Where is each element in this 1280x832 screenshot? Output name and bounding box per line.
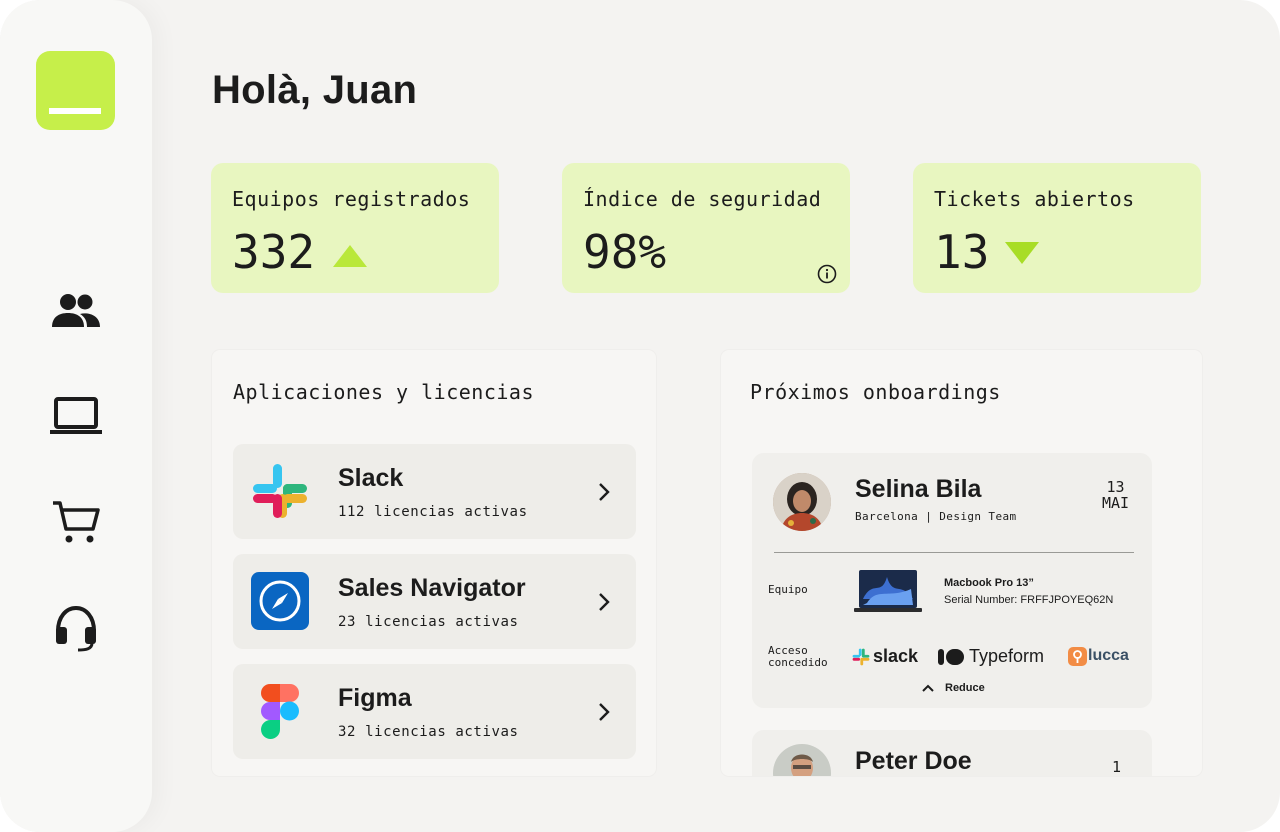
onboarding-card-selina[interactable]: Selina Bila Barcelona | Design Team 13 M… [752,453,1152,708]
onboarding-date: 1 [1112,758,1122,776]
trend-up-icon [333,245,367,267]
onboarding-date: 13 MAI [1102,478,1130,512]
apps-panel: Aplicaciones y licencias Slack 112 licen… [212,350,656,776]
device-serial: Serial Number: FRFFJPOYEQ62N [944,594,1114,606]
app-card-sales-navigator[interactable]: Sales Navigator 23 licencias activas [233,554,636,649]
stat-value: 13 [934,225,990,279]
device-name: Macbook Pro 13” [944,577,1034,589]
panel-title: Próximos onboardings [750,380,1001,404]
figma-icon [261,684,299,739]
onboarding-location: Barcelona | Design Team [855,510,1017,523]
avatar [773,473,831,531]
app-name: Figma [338,684,412,712]
info-icon[interactable] [817,264,837,284]
onboarding-name: Selina Bila [855,475,982,503]
compass-icon [251,572,309,630]
users-icon[interactable] [46,285,106,337]
panel-title: Aplicaciones y licencias [233,380,534,404]
avatar [773,744,831,776]
laptop-image [853,569,923,613]
stat-card-seguridad[interactable]: Índice de seguridad 98% [562,163,850,293]
equipment-label: Equipo [768,583,808,596]
sidebar [0,0,152,832]
access-label: Acceso concedido [768,644,828,669]
slack-logo: slack [852,646,922,668]
app-name: Slack [338,464,404,492]
cart-icon[interactable] [46,496,106,548]
stat-label: Índice de seguridad [583,187,822,211]
stat-card-equipos[interactable]: Equipos registrados 332 [211,163,499,293]
stat-value: 332 [232,225,316,279]
onboarding-name: Peter Doe [855,747,972,775]
app-licenses: 32 licencias activas [338,724,519,740]
onboardings-panel: Próximos onboardings Selina Bila Barcelo… [721,350,1202,776]
app-licenses: 112 licencias activas [338,504,528,520]
slack-icon [253,464,307,518]
stat-label: Equipos registrados [232,187,471,211]
app-name: Sales Navigator [338,574,526,602]
chevron-right-icon [599,593,610,611]
onboarding-card-peter[interactable]: Peter Doe 1 [752,730,1152,776]
stat-label: Tickets abiertos [934,187,1135,211]
trend-down-icon [1005,242,1039,264]
stat-value: 98% [583,225,667,279]
typeform-logo: Typeform [938,646,1050,668]
headset-icon[interactable] [46,602,106,654]
app-logo[interactable] [36,51,115,130]
divider [774,552,1134,553]
lucca-logo: lucca [1068,646,1138,668]
stat-card-tickets[interactable]: Tickets abiertos 13 [913,163,1201,293]
app-licenses: 23 licencias activas [338,614,519,630]
chevron-right-icon [599,703,610,721]
chevron-right-icon [599,483,610,501]
app-card-slack[interactable]: Slack 112 licencias activas [233,444,636,539]
app-card-figma[interactable]: Figma 32 licencias activas [233,664,636,759]
page-title: Holà, Juan [212,68,418,112]
chevron-up-icon [922,684,934,692]
laptop-icon[interactable] [46,390,106,442]
